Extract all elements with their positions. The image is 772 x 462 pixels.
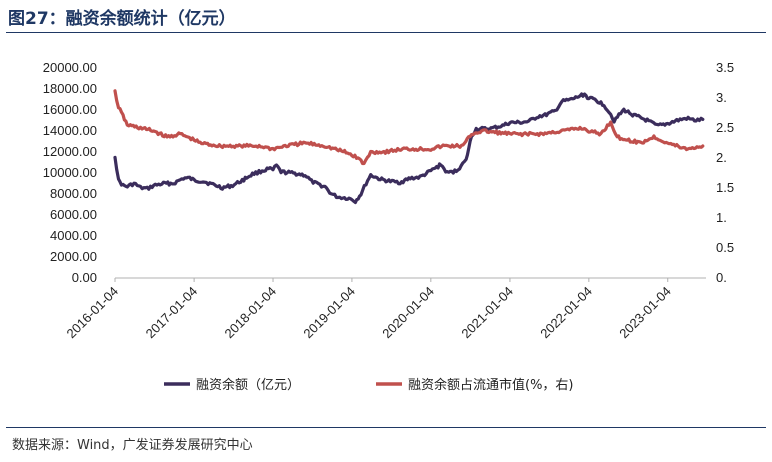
top-rule xyxy=(6,32,766,33)
right-tick-label: 3. xyxy=(716,90,727,105)
right-tick-label: 3.5 xyxy=(716,60,734,75)
left-tick-label: 4000.00 xyxy=(50,228,97,243)
x-tick-label: 2023-01-04 xyxy=(616,284,674,342)
left-tick-label: 20000.00 xyxy=(43,60,97,75)
left-tick-label: 8000.00 xyxy=(50,186,97,201)
left-tick-label: 12000.00 xyxy=(43,144,97,159)
right-tick-label: 0.5 xyxy=(716,240,734,255)
right-tick-label: 0. xyxy=(716,270,727,285)
bottom-rule xyxy=(6,427,766,428)
left-tick-label: 16000.00 xyxy=(43,102,97,117)
x-axis-ticks: 2016-01-04 2017-01-04 2018-01-04 2019-01-04… xyxy=(63,278,674,342)
left-tick-label: 14000.00 xyxy=(43,123,97,138)
x-tick-label: 2017-01-04 xyxy=(143,284,201,342)
series-lines xyxy=(113,89,705,205)
left-tick-label: 0.00 xyxy=(72,270,97,285)
figure-title: 图27：融资余额统计（亿元） xyxy=(8,9,236,29)
left-tick-label: 2000.00 xyxy=(50,249,97,264)
left-tick-label: 6000.00 xyxy=(50,207,97,222)
x-tick-label: 2018-01-04 xyxy=(222,284,280,342)
source-note: 数据来源：Wind，广发证券发展研究中心 xyxy=(12,438,253,453)
x-tick-label: 2022-01-04 xyxy=(537,284,595,342)
legend: 融资余额（亿元） 融资余额占流通市值(%，右) xyxy=(164,377,574,393)
x-tick-label: 2016-01-04 xyxy=(63,284,121,342)
legend-label: 融资余额（亿元） xyxy=(196,377,300,393)
x-tick-label: 2020-01-04 xyxy=(379,284,437,342)
left-tick-label: 18000.00 xyxy=(43,81,97,96)
right-tick-label: 1.5 xyxy=(716,180,734,195)
series-line-margin-balance xyxy=(113,92,705,205)
left-tick-label: 10000.00 xyxy=(43,165,97,180)
right-tick-label: 2. xyxy=(716,150,727,165)
right-tick-label: 2.5 xyxy=(716,120,734,135)
x-tick-label: 2019-01-04 xyxy=(300,284,358,342)
left-axis-ticks: 20000.00 18000.00 16000.00 14000.00 12000.00… xyxy=(43,60,97,285)
series-line-ratio xyxy=(113,89,705,166)
right-tick-label: 1. xyxy=(716,210,727,225)
legend-label: 融资余额占流通市值(%，右) xyxy=(408,377,574,393)
right-axis-ticks: 3.5 3. 2.5 2. 1.5 1. 0.5 0. xyxy=(716,60,734,285)
x-tick-label: 2021-01-04 xyxy=(458,284,516,342)
